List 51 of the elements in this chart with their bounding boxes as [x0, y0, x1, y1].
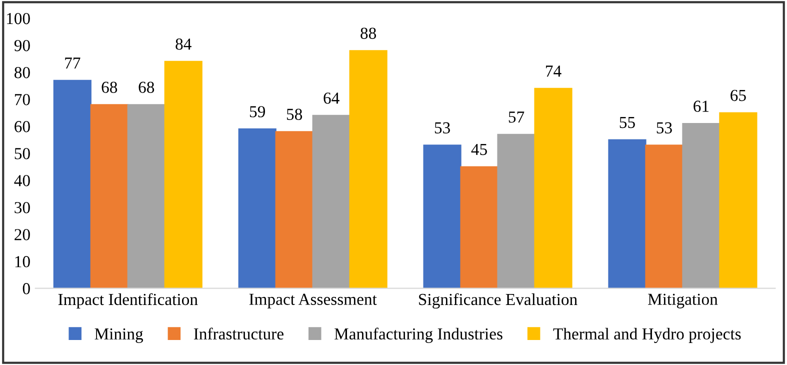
bar [460, 166, 498, 288]
y-tick-label: 0 [22, 283, 30, 294]
data-label: 45 [471, 144, 487, 156]
bar [53, 80, 92, 288]
bar [164, 60, 202, 288]
bar [90, 104, 128, 288]
data-label: 74 [546, 66, 562, 77]
data-label: 61 [694, 100, 709, 112]
x-tick-label: Mitigation [648, 294, 718, 308]
data-label: 59 [250, 106, 265, 118]
bar [423, 144, 462, 288]
bar [497, 134, 536, 288]
legend-label: Thermal and Hydro projects [553, 328, 741, 343]
x-tick-label: Impact Assessment [249, 294, 377, 308]
data-label: 88 [360, 28, 376, 39]
y-tick-label: 40 [14, 175, 30, 186]
y-tick-label: 30 [14, 202, 30, 214]
data-label: 84 [176, 38, 192, 50]
data-label: 53 [434, 122, 450, 134]
bar [682, 123, 720, 288]
bar [349, 50, 388, 288]
legend-label: Infrastructure [194, 328, 284, 340]
legend-label: Manufacturing Industries [334, 328, 502, 343]
y-tick-label: 60 [14, 120, 30, 132]
data-label: 55 [620, 117, 635, 128]
y-tick-label: 50 [14, 148, 30, 160]
x-tick-label: Significance Evaluation [419, 293, 578, 309]
data-label: 53 [656, 122, 672, 134]
data-label: 68 [102, 82, 118, 93]
data-label: 68 [138, 82, 154, 93]
legend-label: Mining [94, 328, 144, 343]
y-tick-label: 100 [7, 12, 30, 24]
bar [275, 131, 314, 288]
y-tick-label: 90 [14, 40, 30, 52]
data-label: 77 [65, 58, 80, 68]
data-label: 64 [324, 92, 340, 104]
bar [312, 114, 350, 288]
bar [645, 144, 684, 288]
bar [608, 139, 646, 288]
data-label: 57 [508, 112, 524, 123]
x-tick-label: Impact Identification [58, 293, 198, 308]
bar [719, 112, 758, 288]
y-tick-label: 70 [14, 94, 30, 106]
bar [127, 104, 166, 288]
data-label: 58 [286, 108, 302, 120]
bar [534, 88, 572, 288]
y-tick-label: 20 [14, 229, 30, 240]
data-label: 65 [730, 90, 746, 102]
bar [238, 128, 276, 288]
y-tick-label: 10 [15, 256, 30, 268]
y-tick-label: 80 [14, 66, 30, 78]
